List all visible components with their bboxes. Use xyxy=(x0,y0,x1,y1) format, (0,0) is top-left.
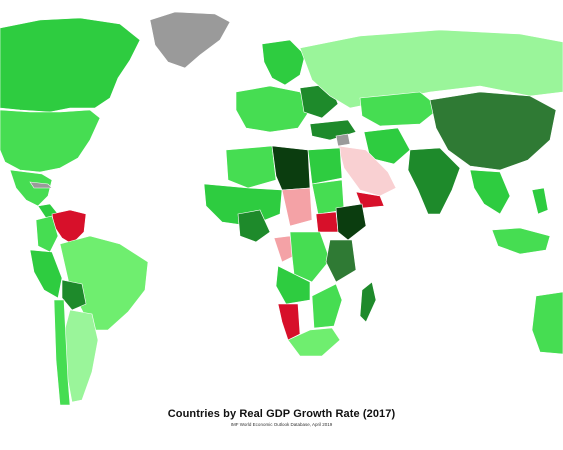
niger-chad xyxy=(281,187,313,227)
greenland xyxy=(149,11,231,69)
mozambique xyxy=(311,283,343,329)
colombia xyxy=(35,215,59,253)
east-africa xyxy=(325,239,357,283)
scandinavia xyxy=(261,39,306,86)
australia xyxy=(531,291,563,355)
south-sudan xyxy=(315,211,339,233)
egypt xyxy=(307,147,343,185)
southeast-asia xyxy=(469,169,511,215)
central-africa xyxy=(237,209,271,243)
western-europe xyxy=(235,85,311,133)
chile xyxy=(53,299,71,405)
madagascar xyxy=(359,281,377,323)
map-svg xyxy=(0,11,563,405)
usa xyxy=(0,109,101,173)
syria xyxy=(335,133,351,147)
philippines xyxy=(531,187,549,215)
saudi-arabia xyxy=(337,145,397,197)
cuba xyxy=(29,181,53,189)
caption: Countries by Real GDP Growth Rate (2017)… xyxy=(0,408,563,427)
peru xyxy=(29,249,63,299)
mexico xyxy=(9,169,53,207)
angola xyxy=(275,265,311,305)
indonesia xyxy=(491,227,551,255)
kazakhstan xyxy=(359,91,441,127)
map-title: Countries by Real GDP Growth Rate (2017) xyxy=(167,408,396,420)
bolivia xyxy=(61,279,87,311)
south-africa xyxy=(287,327,341,357)
north-africa-west xyxy=(225,145,277,189)
world-map xyxy=(0,11,563,405)
china xyxy=(429,91,557,171)
yemen xyxy=(355,191,385,209)
russia xyxy=(299,29,563,109)
drc xyxy=(289,231,331,283)
map-source: IMF World Economic Outlook Database, Apr… xyxy=(230,422,333,427)
ethiopia xyxy=(335,203,367,241)
india xyxy=(407,147,461,215)
canada xyxy=(0,17,141,113)
